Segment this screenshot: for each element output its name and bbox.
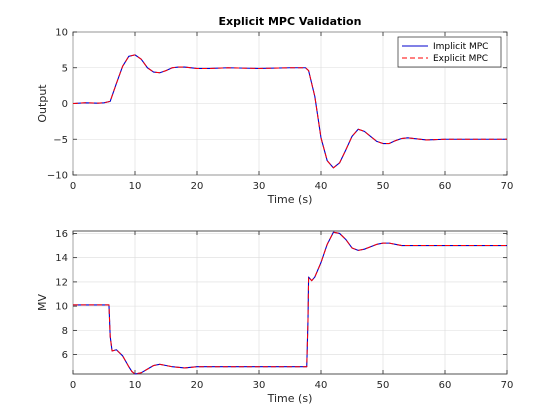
chart-title: Explicit MPC Validation	[219, 15, 362, 28]
explicit-mpc-line	[73, 231, 507, 375]
x-tick-label: 0	[70, 181, 76, 192]
x-axis-label: Time (s)	[267, 193, 313, 206]
y-tick-label: 8	[62, 326, 68, 337]
legend-box	[397, 36, 502, 68]
x-tick-label: 60	[439, 181, 452, 192]
x-tick-label: 50	[377, 181, 390, 192]
y-tick-label: 10	[55, 28, 68, 39]
y-tick-label: 10	[55, 302, 68, 313]
output-plot: 0 10 20 30 40 50 60 70 −10 −5 0 5 10 Time (s) Output Ex…	[36, 15, 513, 206]
legend: Implicit MPC Explicit MPC	[397, 36, 502, 68]
x-tick-label: 60	[439, 380, 452, 391]
y-tick-label: 6	[62, 350, 68, 361]
y-tick-label: −10	[47, 171, 68, 182]
x-tick-label: 30	[253, 380, 266, 391]
axes-box	[72, 230, 508, 375]
x-tick-label: 20	[191, 181, 204, 192]
x-tick-label: 50	[377, 380, 390, 391]
y-axis-label: MV	[36, 294, 49, 311]
x-tick-label: 40	[315, 380, 328, 391]
x-tick-label: 10	[129, 380, 142, 391]
x-tick-label: 10	[129, 181, 142, 192]
legend-implicit-label: Implicit MPC	[433, 42, 488, 52]
y-tick-label: 5	[62, 63, 68, 74]
y-axis-label: Output	[36, 84, 49, 123]
x-tick-label: 70	[501, 380, 514, 391]
x-tick-label: 20	[191, 380, 204, 391]
y-tick-label: 14	[55, 253, 68, 264]
y-tick-label: 0	[62, 99, 68, 110]
y-tick-label: 12	[55, 277, 68, 288]
explicit-mpc-line	[72, 54, 507, 169]
x-axis-label: Time (s)	[267, 392, 313, 405]
x-tick-label: 30	[253, 181, 266, 192]
x-tick-label: 0	[70, 380, 76, 391]
y-tick-label: −5	[53, 135, 68, 146]
mv-plot: 0 10 20 30 40 50 60 70 6 8 10 12 14 16 Time (s) MV	[36, 229, 513, 405]
y-tick-label: 16	[55, 229, 68, 240]
legend-explicit-label: Explicit MPC	[433, 54, 488, 64]
x-tick-label: 40	[315, 181, 328, 192]
x-tick-label: 70	[501, 181, 514, 192]
